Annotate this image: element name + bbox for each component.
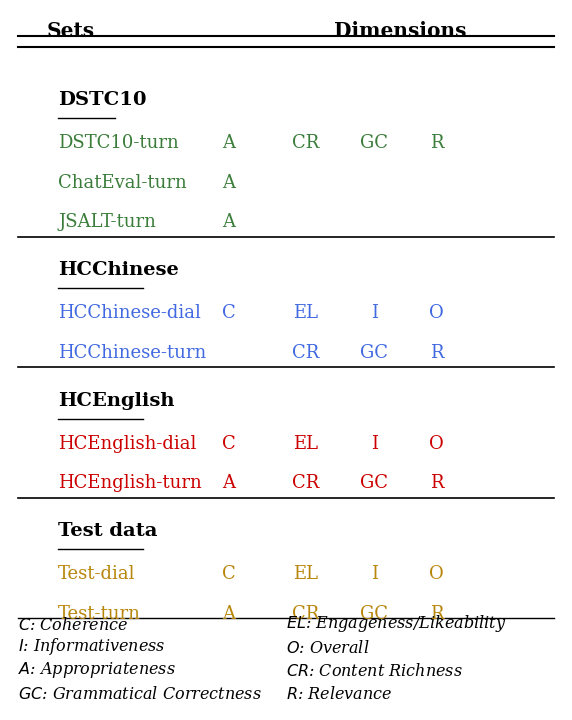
Text: DSTC10-turn: DSTC10-turn xyxy=(58,134,179,152)
Text: DSTC10: DSTC10 xyxy=(58,91,147,109)
Text: Test-dial: Test-dial xyxy=(58,565,136,583)
Text: EL: EL xyxy=(293,435,319,453)
Text: A: A xyxy=(223,174,236,192)
Text: O: O xyxy=(430,304,444,322)
Text: CR: CR xyxy=(292,343,320,361)
Text: HCEnglish-turn: HCEnglish-turn xyxy=(58,474,202,492)
Text: O: O xyxy=(430,565,444,583)
Text: R: R xyxy=(430,134,444,152)
Text: $C$: Coherence: $C$: Coherence xyxy=(18,617,129,634)
Text: JSALT-turn: JSALT-turn xyxy=(58,213,156,231)
Text: C: C xyxy=(222,435,236,453)
Text: C: C xyxy=(222,565,236,583)
Text: HCEnglish: HCEnglish xyxy=(58,392,175,410)
Text: I: I xyxy=(371,435,378,453)
Text: $A$: Appropriateness: $A$: Appropriateness xyxy=(18,660,176,680)
Text: A: A xyxy=(223,213,236,231)
Text: I: I xyxy=(371,565,378,583)
Text: HCChinese-dial: HCChinese-dial xyxy=(58,304,201,322)
Text: A: A xyxy=(223,134,236,152)
Text: Dimensions: Dimensions xyxy=(335,22,467,42)
Text: $I$: Informativeness: $I$: Informativeness xyxy=(18,636,166,657)
Text: CR: CR xyxy=(292,474,320,492)
Text: R: R xyxy=(430,343,444,361)
Text: Sets: Sets xyxy=(47,22,95,42)
Text: Test-turn: Test-turn xyxy=(58,605,141,623)
Text: GC: GC xyxy=(360,474,388,492)
Text: A: A xyxy=(223,474,236,492)
Text: ChatEval-turn: ChatEval-turn xyxy=(58,174,187,192)
Text: CR: CR xyxy=(292,605,320,623)
Text: HCChinese: HCChinese xyxy=(58,261,179,279)
Text: HCEnglish-dial: HCEnglish-dial xyxy=(58,435,197,453)
Text: $EL$: Engageness/Likeability: $EL$: Engageness/Likeability xyxy=(286,613,506,634)
Text: R: R xyxy=(430,605,444,623)
Text: $GC$: Grammatical Correctness: $GC$: Grammatical Correctness xyxy=(18,686,263,703)
Text: R: R xyxy=(430,474,444,492)
Text: A: A xyxy=(223,605,236,623)
Text: I: I xyxy=(371,304,378,322)
Text: Test data: Test data xyxy=(58,522,158,540)
Text: EL: EL xyxy=(293,304,319,322)
Text: GC: GC xyxy=(360,343,388,361)
Text: $R$: Relevance: $R$: Relevance xyxy=(286,686,392,703)
Text: C: C xyxy=(222,304,236,322)
Text: GC: GC xyxy=(360,134,388,152)
Text: CR: CR xyxy=(292,134,320,152)
Text: GC: GC xyxy=(360,605,388,623)
Text: $O$: Overall: $O$: Overall xyxy=(286,640,370,657)
Text: HCChinese-turn: HCChinese-turn xyxy=(58,343,206,361)
Text: O: O xyxy=(430,435,444,453)
Text: EL: EL xyxy=(293,565,319,583)
Text: $CR$: Content Richness: $CR$: Content Richness xyxy=(286,663,463,680)
